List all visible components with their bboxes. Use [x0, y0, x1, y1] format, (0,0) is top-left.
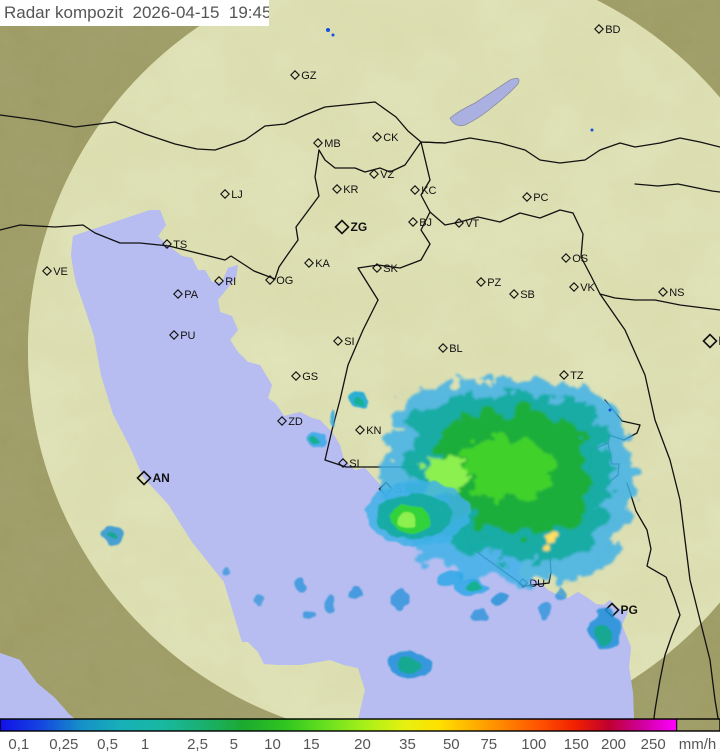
- svg-text:10: 10: [264, 736, 281, 751]
- svg-text:2,5: 2,5: [187, 736, 208, 751]
- svg-text:0,25: 0,25: [49, 736, 78, 751]
- svg-text:100: 100: [521, 736, 546, 751]
- svg-text:150: 150: [564, 736, 589, 751]
- svg-text:35: 35: [399, 736, 416, 751]
- svg-text:mm/h: mm/h: [679, 736, 717, 751]
- svg-text:15: 15: [303, 736, 320, 751]
- svg-text:5: 5: [230, 736, 238, 751]
- svg-text:20: 20: [354, 736, 371, 751]
- svg-text:0,5: 0,5: [97, 736, 118, 751]
- svg-text:0,1: 0,1: [8, 736, 29, 751]
- svg-text:50: 50: [443, 736, 460, 751]
- svg-text:250: 250: [641, 736, 666, 751]
- svg-text:200: 200: [601, 736, 626, 751]
- svg-text:1: 1: [141, 736, 149, 751]
- svg-text:75: 75: [480, 736, 497, 751]
